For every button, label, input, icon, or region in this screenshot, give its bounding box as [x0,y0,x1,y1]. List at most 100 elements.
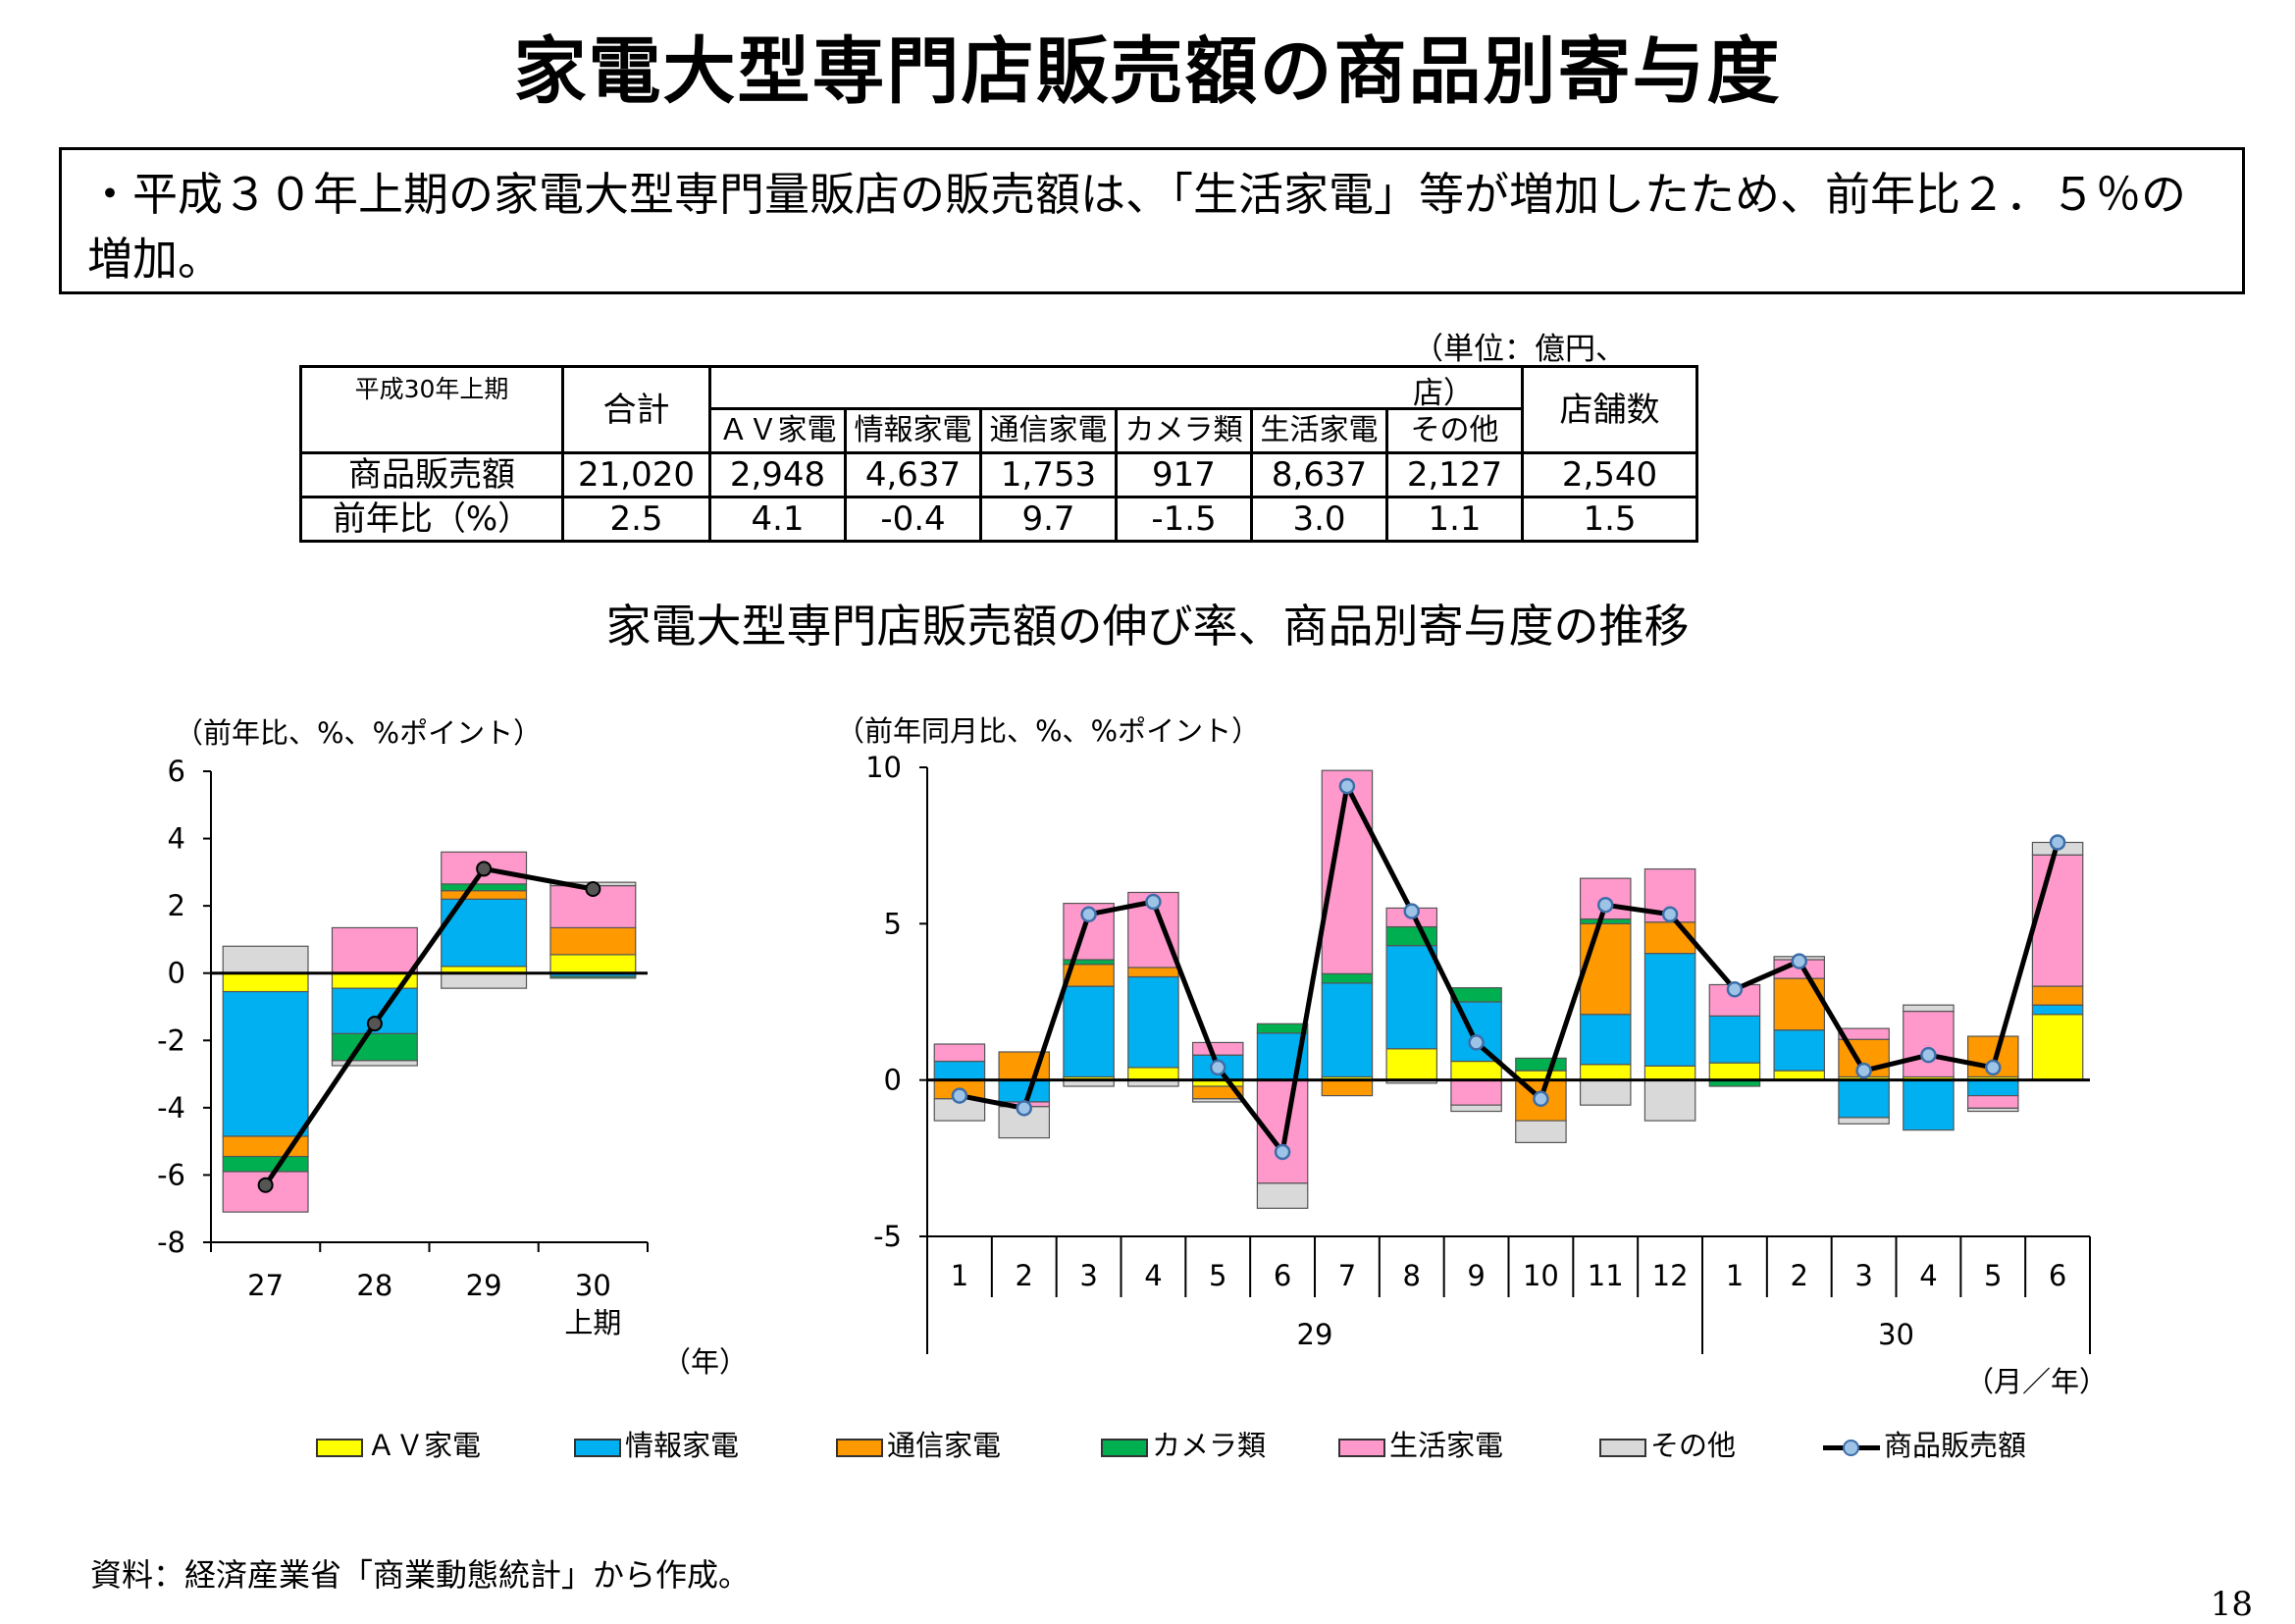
bar-segment-other [1838,1117,1890,1125]
y-tick-label: 0 [168,957,185,990]
sales-point [951,1087,968,1104]
x-tick-label: 6 [1274,1259,1291,1292]
chart-legend: ＡＶ家電 情報家電 通信家電 カメラ類 生活家電 その他 商品販売額 [0,1426,2295,1465]
sales-point [476,861,493,877]
bar-segment-life [1903,1010,1955,1078]
sales-point [1726,981,1744,998]
legend-swatch [1101,1438,1148,1457]
bar-segment-info [1643,953,1696,1067]
bar-segment-other [1643,1079,1696,1122]
sales-point [585,881,601,897]
row-stores: 2,540 [1521,451,1698,498]
y-tick-label: 6 [168,755,185,788]
sales-point [1533,1090,1549,1108]
legend-label: 情報家電 [625,1429,740,1462]
legend-swatch [836,1438,883,1457]
sales-point [1791,953,1807,969]
x-tick-label: 5 [1209,1259,1226,1292]
y-axis-label: （前年比、%、%ポイント） [175,716,542,750]
bar-segment-life [1127,891,1179,969]
legend-label: カメラ類 [1152,1429,1267,1462]
table-header-cell: ＡＶ家電 [708,407,847,454]
bar-segment-info [2031,1004,2084,1016]
bar-segment-other [1966,1107,2019,1113]
bar-segment-info [1385,945,1438,1050]
legend-swatch [1599,1438,1646,1457]
row-stores: 1.5 [1521,496,1698,543]
sales-point [1985,1059,2002,1076]
bar-segment-av [1385,1048,1438,1081]
sales-point [1403,903,1420,919]
year-group-label: 29 [1297,1318,1333,1351]
legend-swatch [1338,1438,1385,1457]
sales-point [1080,906,1097,923]
bar-segment-camera [331,1032,418,1062]
row-value: 1,753 [979,451,1118,498]
legend-item-comm: 通信家電 [836,1426,1001,1465]
bar-segment-other [331,1060,418,1067]
bar-segment-life [933,1043,986,1063]
bar-segment-av [1450,1060,1502,1081]
sales-point [1661,906,1679,923]
bar-segment-comm [1643,921,1696,955]
x-tick-label: 4 [1919,1259,1937,1292]
x-tick-label: 3 [1079,1259,1097,1292]
table-header-total: 合計 [561,365,711,454]
bar-segment-av [1127,1067,1179,1081]
sales-line [959,778,2060,1158]
x-tick-label: 1 [1726,1259,1744,1292]
sales-point [1855,1062,1872,1079]
bar-segment-other [1191,1098,1244,1103]
legend-label: ＡＶ家電 [367,1429,482,1462]
table-corner: 平成30年上期 [299,365,564,454]
legend-swatch [316,1438,363,1457]
sales-table: 平成30年上期 合計 店舗数 ＡＶ家電 情報家電 通信家電 カメラ類 生活家電 … [299,365,1698,543]
row-label: 商品販売額 [299,451,564,498]
bar-segment-other [1515,1120,1567,1144]
sales-point [1145,893,1162,911]
bar-segment-info [1838,1079,1890,1119]
x-tick-label: 11 [1588,1259,1624,1292]
row-value: 2,127 [1385,451,1524,498]
x-tick-label: 30 [575,1269,611,1302]
bar-segment-other [1579,1079,1632,1106]
bar-segment-info [998,1079,1051,1103]
x-tick-label: 9 [1467,1259,1485,1292]
bar-segment-comm [549,926,637,956]
sales-point [1016,1100,1032,1117]
sales-point [257,1177,274,1193]
x-tick-label: 8 [1403,1259,1421,1292]
row-value: 4,637 [844,451,982,498]
legend-item-other: その他 [1599,1426,1736,1465]
bar-segment-av [1579,1064,1632,1081]
legend-swatch [574,1438,621,1457]
row-value: 1.1 [1385,496,1524,543]
x-tick-label: 10 [1523,1259,1559,1292]
bar-segment-camera [1515,1057,1567,1072]
legend-swatch [1823,1435,1880,1460]
legend-label: 生活家電 [1389,1429,1504,1462]
table-header-cell: カメラ類 [1115,407,1253,454]
page-title: 家電大型専門店販売額の商品別寄与度 [513,29,1782,114]
bar-segment-av [1708,1062,1761,1081]
table-header-cell: 通信家電 [979,407,1118,454]
bar-segment-info [1708,1015,1761,1064]
bar-segment-life [1966,1094,2019,1109]
bar-segment-av [1643,1065,1696,1081]
x-tick-label: 3 [1854,1259,1872,1292]
bar-segment-comm [1321,1079,1374,1097]
x-tick-label: 1 [951,1259,968,1292]
y-tick-label: -4 [157,1091,185,1125]
bar-segment-info [933,1060,986,1081]
summary-box: ・平成３０年上期の家電大型専門量販店の販売額は、「生活家電」等が増加したため、前… [59,147,2245,294]
row-value: 9.7 [979,496,1118,543]
legend-item-info: 情報家電 [574,1426,739,1465]
x-tick-label: 7 [1338,1259,1356,1292]
y-tick-label: 10 [865,751,902,784]
legend-item-camera: カメラ類 [1101,1426,1266,1465]
x-tick-label: 6 [2049,1259,2066,1292]
row-total: 2.5 [561,496,711,543]
x-axis-label: （年） [662,1345,748,1379]
